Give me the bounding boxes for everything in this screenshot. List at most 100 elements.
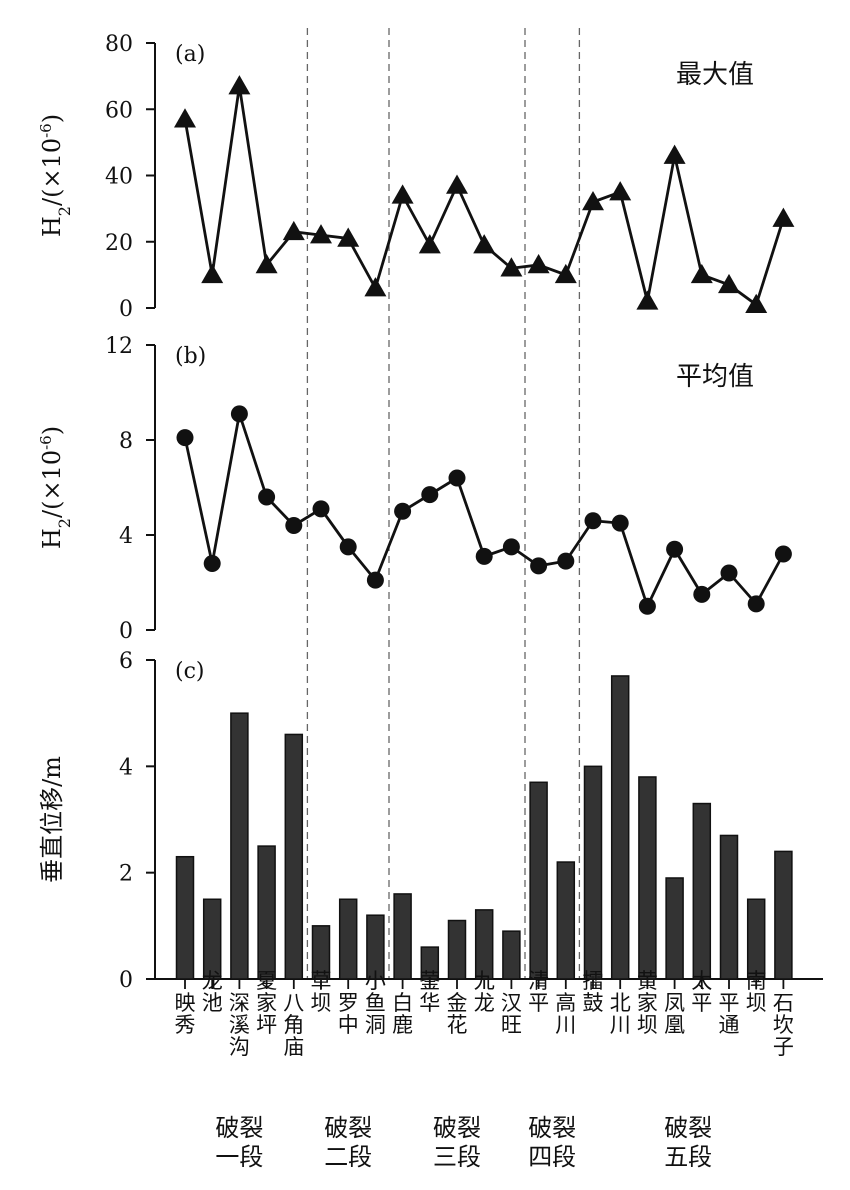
bar-石坎子 [774,850,793,980]
segment-label-3-line2: 三段 [433,1143,481,1171]
bar-凤凰 [665,877,684,980]
category-label-22: 南坝 [746,969,767,1015]
category-label-7: 罗中 [338,991,359,1037]
point-avg-石坎子 [774,545,792,563]
point-avg-汉旺 [502,538,520,556]
y-tick-label: 0 [119,968,133,993]
series-title-2: 平均值 [676,362,754,392]
point-max-南坝 [745,293,768,313]
segment-label-2-line2: 二段 [324,1143,372,1171]
point-max-蓥华 [418,234,441,254]
segment-label-5-line1: 破裂 [664,1114,712,1142]
bar-金花 [447,919,467,980]
category-label-9: 白鹿 [392,991,413,1037]
category-label-6: 草坝 [311,969,332,1015]
bar-清平 [529,781,548,980]
point-avg-八角庙 [285,517,303,534]
category-label-19: 凤凰 [664,991,685,1037]
segment-label-3-line1: 破裂 [433,1114,481,1142]
bar-汉旺 [502,930,521,980]
segment-label-5-line2: 五段 [664,1143,712,1171]
point-max-金花 [446,174,468,194]
bar-高川 [556,861,576,980]
panel-label-3: (c) [175,659,205,684]
y-axis-label-3: 垂直位移/m [38,756,66,883]
bar-擂鼓 [583,765,603,980]
point-max-平通 [718,273,740,294]
point-avg-金花 [448,469,466,487]
point-max-北川 [609,181,632,201]
point-avg-白鹿 [394,502,412,520]
point-max-黄家坝 [636,290,659,310]
category-label-18: 黄家坝 [637,969,658,1037]
point-avg-平通 [720,564,738,582]
point-max-擂鼓 [582,191,604,211]
category-label-12: 九龙 [474,969,495,1015]
category-label-20: 太平 [691,969,712,1015]
y-axis-label-2: H2/(×10-6) [37,426,74,549]
bar-平通 [719,834,739,980]
point-max-石坎子 [772,207,795,227]
point-avg-草坝 [312,500,330,518]
point-avg-罗中 [339,538,357,556]
point-avg-夏家坪 [258,488,276,506]
bar-南坝 [746,898,766,980]
bar-罗中 [338,898,358,980]
bar-白鹿 [393,893,412,980]
point-max-凤凰 [663,144,686,164]
point-avg-北川 [611,514,629,532]
point-avg-南坝 [747,595,765,613]
y-tick-label: 8 [119,429,133,454]
segment-label-1-line1: 破裂 [215,1114,263,1142]
y-tick-label: 4 [119,755,133,780]
point-avg-深溪沟 [230,405,248,423]
point-max-汉旺 [500,257,523,277]
y-tick-label: 40 [105,165,133,190]
category-label-23: 石坎子 [773,991,794,1059]
point-max-太平 [690,263,713,284]
point-avg-擂鼓 [584,512,602,530]
y-tick-label: 20 [105,231,133,256]
point-avg-九龙 [475,547,493,565]
y-tick-label: 0 [119,297,133,322]
bar-深溪沟 [230,712,249,980]
point-avg-太平 [693,585,711,603]
bar-黄家坝 [638,776,657,980]
point-max-白鹿 [391,184,414,204]
category-label-16: 擂鼓 [583,969,604,1015]
bar-北川 [610,675,630,980]
y-tick-label: 60 [105,98,133,123]
bar-夏家坪 [257,845,276,980]
y-tick-label: 12 [105,334,133,359]
category-label-14: 清平 [528,969,549,1015]
category-label-5: 八角庙 [283,991,304,1059]
segment-label-4-line1: 破裂 [528,1114,576,1142]
point-max-清平 [527,253,550,274]
point-max-罗中 [337,227,360,247]
point-avg-小鱼洞 [366,571,384,589]
category-label-4: 夏家坪 [256,969,277,1037]
bar-映秀 [175,855,195,980]
category-label-21: 平通 [719,991,740,1037]
point-max-草坝 [310,224,332,244]
point-avg-清平 [530,557,548,575]
series-title-1: 最大值 [676,60,754,90]
point-avg-凤凰 [666,540,684,558]
point-max-八角庙 [282,220,305,241]
segment-label-1-line2: 一段 [215,1143,263,1171]
bar-龙池 [202,898,222,980]
point-max-深溪沟 [228,75,251,95]
category-label-1: 映秀 [175,991,196,1037]
category-label-3: 深溪沟 [229,991,250,1059]
category-label-11: 金花 [447,991,468,1037]
y-tick-label: 4 [119,524,133,549]
point-max-龙池 [201,263,224,284]
point-max-夏家坪 [255,253,278,274]
bar-太平 [692,802,712,980]
panel-label-2: (b) [175,344,206,369]
point-avg-龙池 [203,555,221,572]
segment-label-2-line1: 破裂 [324,1114,372,1142]
point-max-高川 [554,263,577,284]
category-label-2: 龙池 [202,969,223,1015]
